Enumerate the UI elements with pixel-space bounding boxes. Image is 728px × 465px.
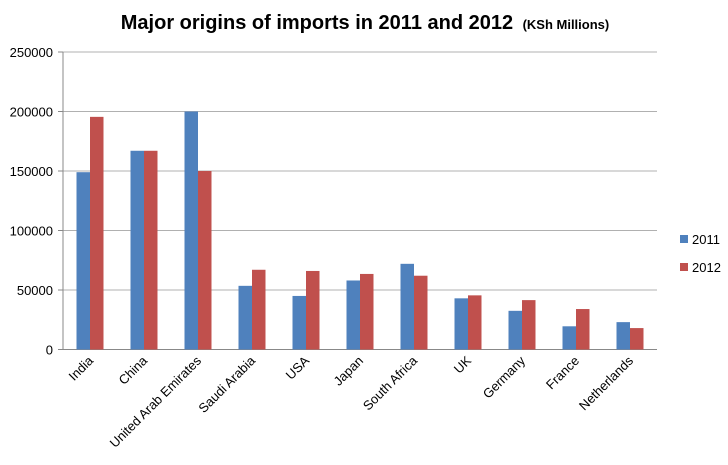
x-tick-label: Japan — [330, 353, 366, 389]
x-tick-label: France — [543, 353, 582, 392]
chart-title-main: Major origins of imports in 2011 and 201… — [121, 12, 513, 34]
legend-swatch-2012 — [680, 263, 688, 271]
bar-2011-saudi-arabia — [238, 285, 252, 350]
bar-2012-netherlands — [630, 328, 644, 350]
legend-label-2011: 2011 — [692, 232, 720, 247]
bar-2012-china — [144, 150, 158, 350]
x-tick-label: Netherlands — [576, 353, 637, 414]
bar-2012-france — [576, 309, 590, 350]
legend-swatch-2011 — [680, 235, 688, 243]
bar-2012-united-arab-emirates — [198, 171, 212, 350]
legend-label-2012: 2012 — [692, 260, 721, 275]
x-tick-label: India — [66, 352, 97, 383]
x-tick-label: China — [115, 352, 150, 387]
bar-2011-south-africa — [400, 263, 414, 350]
chart-title: Major origins of imports in 2011 and 201… — [121, 12, 609, 34]
y-tick-label: 250000 — [10, 45, 53, 60]
bar-2012-uk — [468, 295, 482, 350]
bar-2011-china — [130, 150, 144, 350]
x-tick-label: United Arab Emirates — [107, 353, 205, 451]
x-tick-label: South Africa — [360, 352, 421, 413]
bar-2012-usa — [306, 270, 320, 350]
y-tick-label: 150000 — [10, 164, 53, 179]
bar-2012-south-africa — [414, 275, 428, 350]
bar-2011-uk — [454, 298, 468, 350]
y-tick-label: 100000 — [10, 224, 53, 239]
bar-2012-india — [90, 116, 104, 350]
bar-2012-saudi-arabia — [252, 269, 266, 350]
bar-2012-germany — [522, 300, 536, 350]
bar-2011-japan — [346, 280, 360, 350]
x-tick-label: UK — [451, 353, 475, 377]
bar-2011-united-arab-emirates — [184, 111, 198, 350]
bar-2011-netherlands — [616, 322, 630, 350]
x-tick-label: USA — [283, 353, 313, 383]
bar-2011-usa — [292, 295, 306, 350]
x-tick-label: Germany — [480, 353, 529, 402]
chart-subtitle: (KSh Millions) — [523, 17, 610, 32]
bar-2011-india — [76, 172, 90, 350]
x-tick-label: Saudi Arabia — [195, 352, 258, 415]
bar-2012-japan — [360, 273, 374, 350]
y-tick-label: 200000 — [10, 105, 53, 120]
bar-2011-france — [562, 326, 576, 350]
bar-2011-germany — [508, 310, 522, 350]
y-tick-label: 0 — [46, 343, 53, 358]
y-tick-label: 50000 — [17, 283, 53, 298]
